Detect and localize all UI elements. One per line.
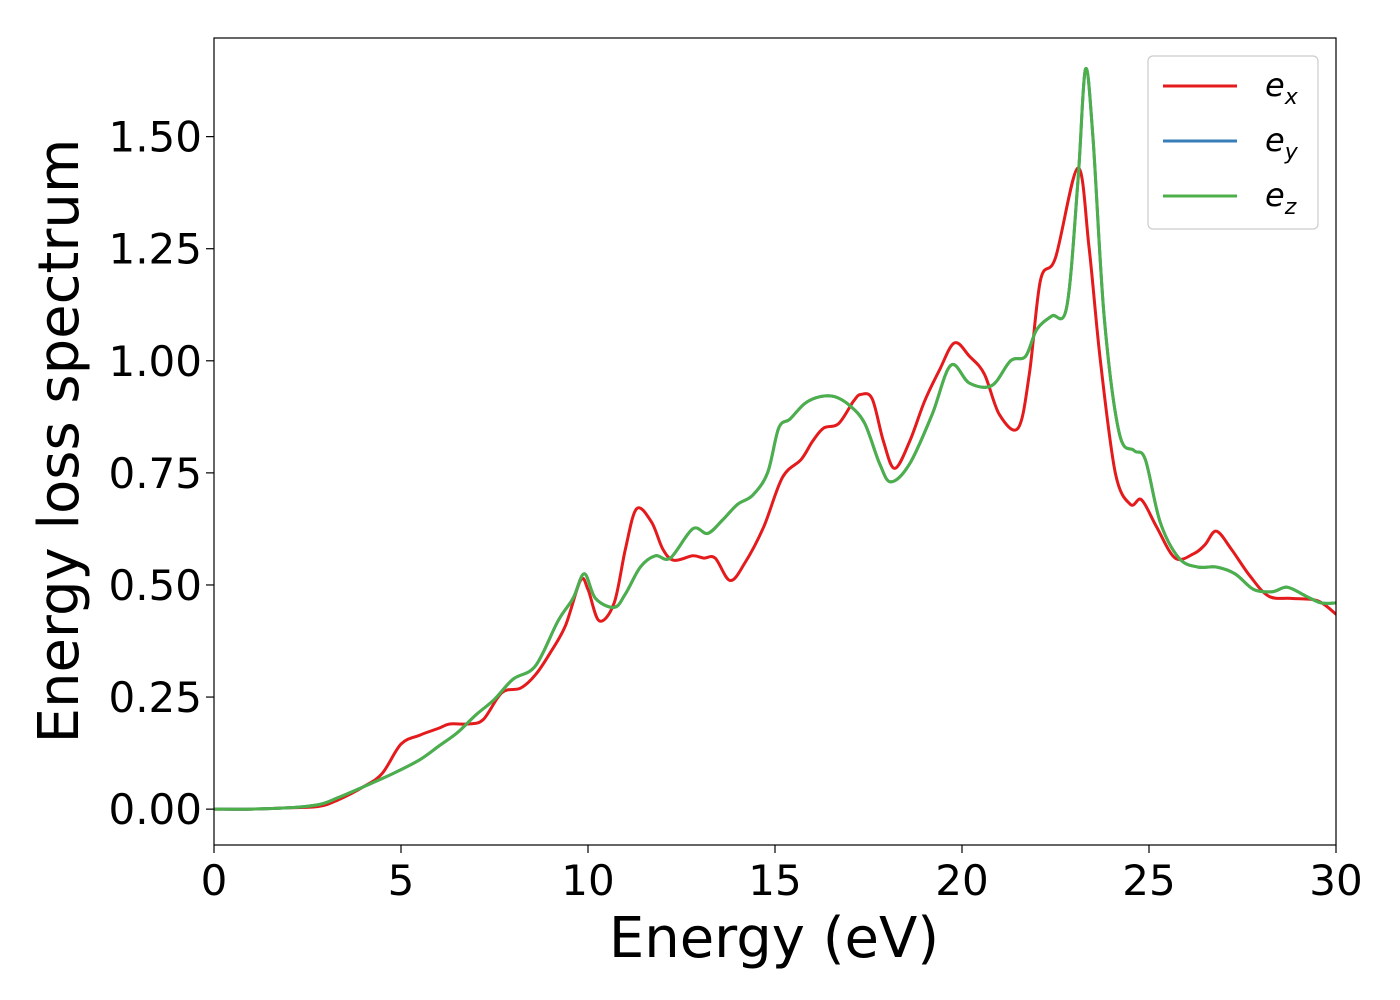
y-tick-label: 1.00 [108, 337, 202, 386]
y-tick-label: 0.25 [108, 673, 202, 722]
y-tick-label: 0.75 [108, 449, 202, 498]
series-lines [214, 66, 1336, 811]
series-line-e-x [214, 166, 1336, 811]
series-line-e-z [214, 66, 1336, 811]
y-axis-title: Energy loss spectrum [27, 139, 92, 744]
x-tick-label: 15 [748, 856, 801, 905]
x-tick-label: 10 [561, 856, 614, 905]
x-axis-title: Energy (eV) [609, 906, 939, 971]
x-tick-label: 5 [388, 856, 415, 905]
x-tick-label: 20 [935, 856, 988, 905]
x-tick-label: 30 [1309, 856, 1362, 905]
y-tick-label: 1.50 [108, 113, 202, 162]
x-tick-label: 0 [201, 856, 228, 905]
y-tick-label: 0.50 [108, 561, 202, 610]
y-tick-label: 1.25 [108, 225, 202, 274]
plot-area [213, 37, 1337, 846]
y-tick-label: 0.00 [108, 785, 202, 834]
x-tick-label: 25 [1122, 856, 1175, 905]
axis-ticks: 0 5 10 15 20 25 30 0.00 0.25 0.50 0.75 1.00 1.25 1.50 [108, 113, 1362, 905]
